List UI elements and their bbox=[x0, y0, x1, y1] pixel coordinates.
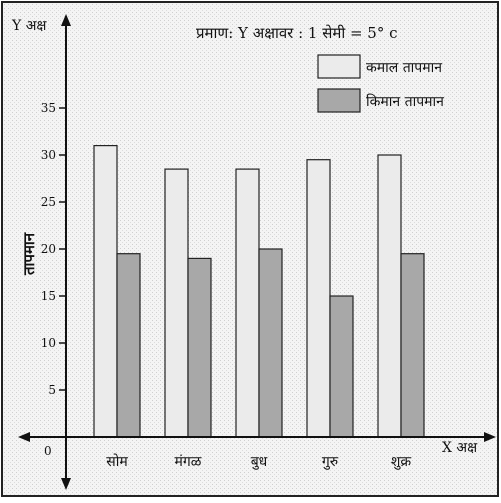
y-ticks: 5 10 15 20 25 30 35 bbox=[41, 101, 66, 397]
x-tick-label: शुक्र bbox=[391, 454, 412, 470]
x-axis-label: X अक्ष bbox=[442, 440, 478, 456]
bar-min-temp bbox=[258, 248, 283, 438]
x-axis-arrow-right-icon bbox=[484, 432, 496, 442]
y-tick-label: 5 bbox=[48, 383, 56, 397]
y-tick-label: 30 bbox=[41, 148, 56, 162]
legend-swatch-min bbox=[317, 88, 361, 113]
bar-max-temp bbox=[306, 159, 331, 438]
x-tick-label: सोम bbox=[106, 453, 128, 470]
scale-note: प्रमाण: Y अक्षावर : 1 सेमी = 5° c bbox=[196, 24, 398, 42]
y-tick-label: 10 bbox=[41, 336, 56, 350]
bar-min-temp bbox=[400, 253, 425, 438]
y-tick-label: 35 bbox=[41, 101, 56, 115]
y-tick-label: 20 bbox=[41, 242, 56, 256]
y-axis-arrow-down-icon bbox=[61, 478, 71, 490]
x-axis bbox=[18, 432, 496, 442]
bar-max-temp bbox=[235, 168, 260, 438]
bar-max-temp bbox=[377, 154, 402, 438]
bar-min-temp bbox=[329, 295, 354, 438]
y-axis-arrow-up-icon bbox=[61, 14, 71, 26]
legend-swatch-max bbox=[317, 54, 361, 79]
y-axis bbox=[61, 14, 71, 490]
bar-min-temp bbox=[187, 257, 212, 438]
legend-label-min: किमान तापमान bbox=[366, 93, 444, 110]
x-axis-arrow-left-icon bbox=[18, 432, 30, 442]
y-tick-label: 25 bbox=[41, 195, 56, 209]
x-tick-label: मंगळ bbox=[175, 454, 202, 470]
y-axis-title: तापमान bbox=[20, 232, 38, 276]
origin-label: 0 bbox=[44, 444, 52, 458]
y-tick-label: 15 bbox=[41, 289, 56, 303]
bar-max-temp bbox=[93, 145, 118, 438]
x-tick-label: बुध bbox=[251, 454, 268, 470]
bars bbox=[93, 145, 425, 438]
x-tick-label: गुरु bbox=[322, 454, 339, 470]
x-tick-labels: सोम मंगळ बुध गुरु शुक्र bbox=[106, 453, 411, 470]
y-axis-label: Y अक्ष bbox=[11, 18, 47, 34]
bar-max-temp bbox=[164, 168, 189, 438]
bar-min-temp bbox=[116, 253, 141, 438]
legend: कमाल तापमान किमान तापमान bbox=[317, 54, 444, 113]
legend-label-max: कमाल तापमान bbox=[366, 60, 442, 76]
